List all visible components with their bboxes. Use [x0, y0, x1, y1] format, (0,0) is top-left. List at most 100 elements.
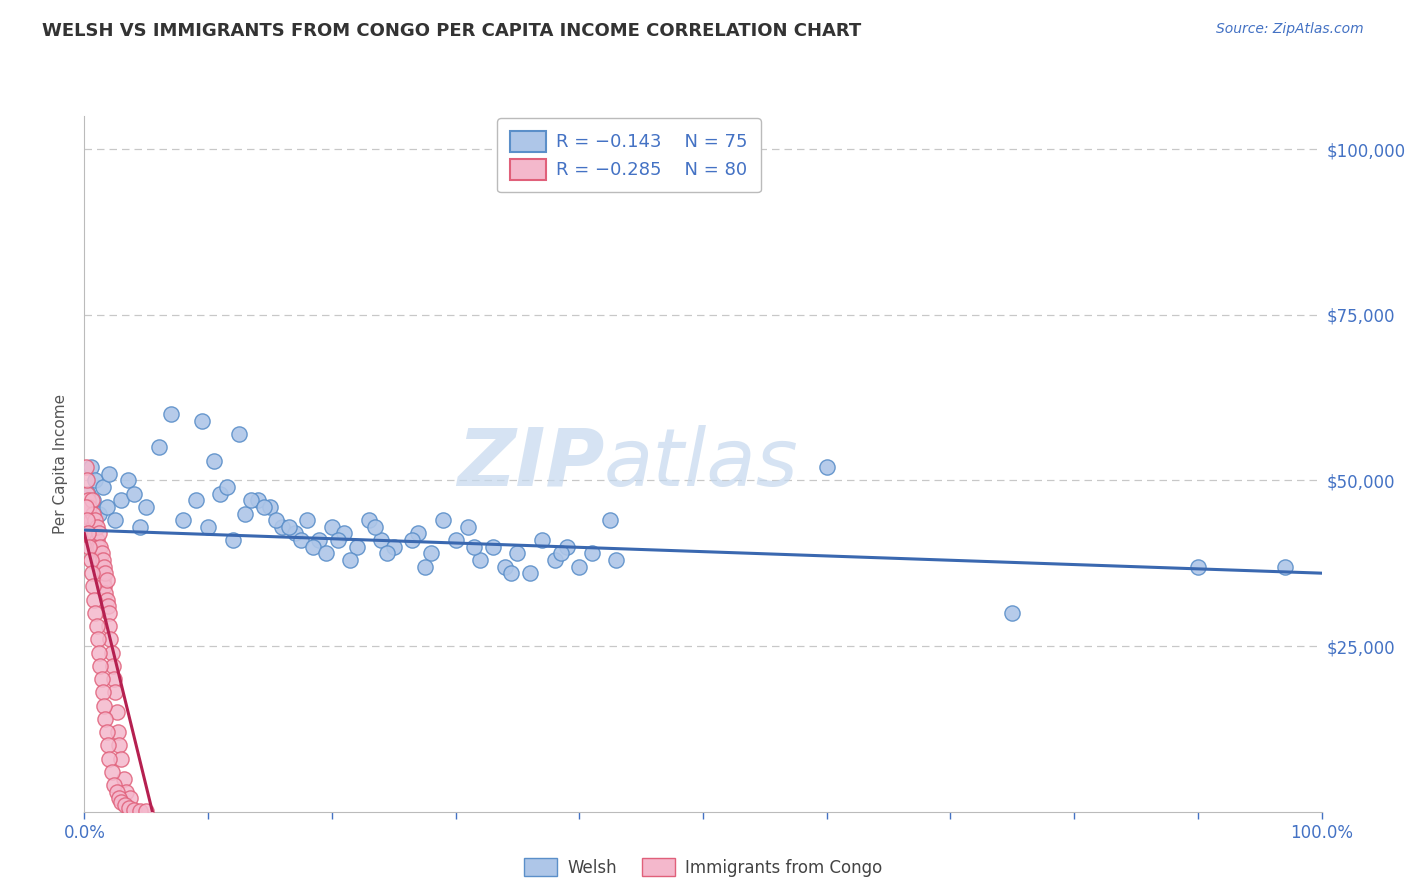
Point	[80, 493, 103, 508]
Point	[315, 546, 337, 560]
Point	[122, 803, 145, 817]
Point	[96, 592, 118, 607]
Point	[104, 513, 127, 527]
Point	[568, 559, 591, 574]
Point	[494, 559, 516, 574]
Point	[97, 599, 120, 614]
Point	[129, 804, 152, 818]
Y-axis label: Per Capita Income: Per Capita Income	[53, 393, 69, 534]
Point	[94, 566, 117, 581]
Point	[110, 493, 132, 508]
Point	[82, 579, 104, 593]
Point	[79, 526, 101, 541]
Point	[84, 474, 107, 488]
Point	[457, 520, 479, 534]
Legend: Welsh, Immigrants from Congo: Welsh, Immigrants from Congo	[517, 851, 889, 883]
Point	[197, 520, 219, 534]
Point	[91, 553, 114, 567]
Point	[96, 500, 118, 514]
Point	[184, 493, 207, 508]
Point	[76, 474, 98, 488]
Point	[228, 427, 250, 442]
Point	[104, 685, 127, 699]
Point	[271, 520, 294, 534]
Point	[246, 493, 269, 508]
Point	[117, 474, 139, 488]
Point	[79, 540, 101, 554]
Point	[89, 526, 111, 541]
Point	[98, 606, 121, 620]
Point	[1001, 606, 1024, 620]
Point	[160, 407, 183, 421]
Point	[86, 533, 108, 547]
Point	[191, 414, 214, 428]
Point	[215, 480, 238, 494]
Point	[599, 513, 621, 527]
Point	[264, 513, 287, 527]
Point	[105, 706, 128, 720]
Point	[333, 526, 356, 541]
Point	[87, 540, 110, 554]
Point	[96, 725, 118, 739]
Point	[87, 553, 110, 567]
Point	[413, 559, 436, 574]
Point	[82, 520, 104, 534]
Point	[77, 493, 100, 508]
Point	[77, 526, 100, 541]
Point	[89, 559, 111, 574]
Point	[96, 573, 118, 587]
Point	[91, 685, 114, 699]
Point	[82, 507, 104, 521]
Point	[401, 533, 423, 547]
Point	[148, 440, 170, 454]
Text: WELSH VS IMMIGRANTS FROM CONGO PER CAPITA INCOME CORRELATION CHART: WELSH VS IMMIGRANTS FROM CONGO PER CAPIT…	[42, 22, 862, 40]
Point	[519, 566, 541, 581]
Point	[89, 553, 111, 567]
Point	[408, 526, 430, 541]
Point	[308, 533, 330, 547]
Point	[84, 606, 107, 620]
Point	[77, 507, 100, 521]
Point	[79, 500, 101, 514]
Point	[90, 566, 112, 581]
Point	[80, 566, 103, 581]
Point	[253, 500, 276, 514]
Point	[222, 533, 245, 547]
Point	[209, 486, 232, 500]
Point	[432, 513, 454, 527]
Point	[377, 546, 399, 560]
Point	[364, 520, 387, 534]
Point	[86, 520, 108, 534]
Point	[470, 553, 492, 567]
Point	[101, 659, 124, 673]
Point	[382, 540, 405, 554]
Point	[357, 513, 380, 527]
Point	[202, 453, 225, 467]
Point	[97, 739, 120, 753]
Point	[444, 533, 467, 547]
Point	[93, 579, 115, 593]
Point	[89, 659, 111, 673]
Point	[94, 586, 117, 600]
Point	[86, 619, 108, 633]
Point	[90, 672, 112, 686]
Point	[76, 486, 98, 500]
Point	[77, 486, 100, 500]
Point	[79, 520, 101, 534]
Point	[108, 739, 131, 753]
Point	[75, 500, 97, 514]
Point	[555, 540, 578, 554]
Point	[103, 672, 125, 686]
Point	[135, 804, 157, 818]
Point	[120, 791, 142, 805]
Point	[531, 533, 554, 547]
Point	[114, 798, 136, 813]
Point	[100, 764, 122, 779]
Point	[1274, 559, 1296, 574]
Point	[302, 540, 325, 554]
Point	[90, 546, 112, 560]
Point	[79, 460, 101, 475]
Point	[112, 772, 135, 786]
Point	[83, 592, 105, 607]
Point	[94, 712, 117, 726]
